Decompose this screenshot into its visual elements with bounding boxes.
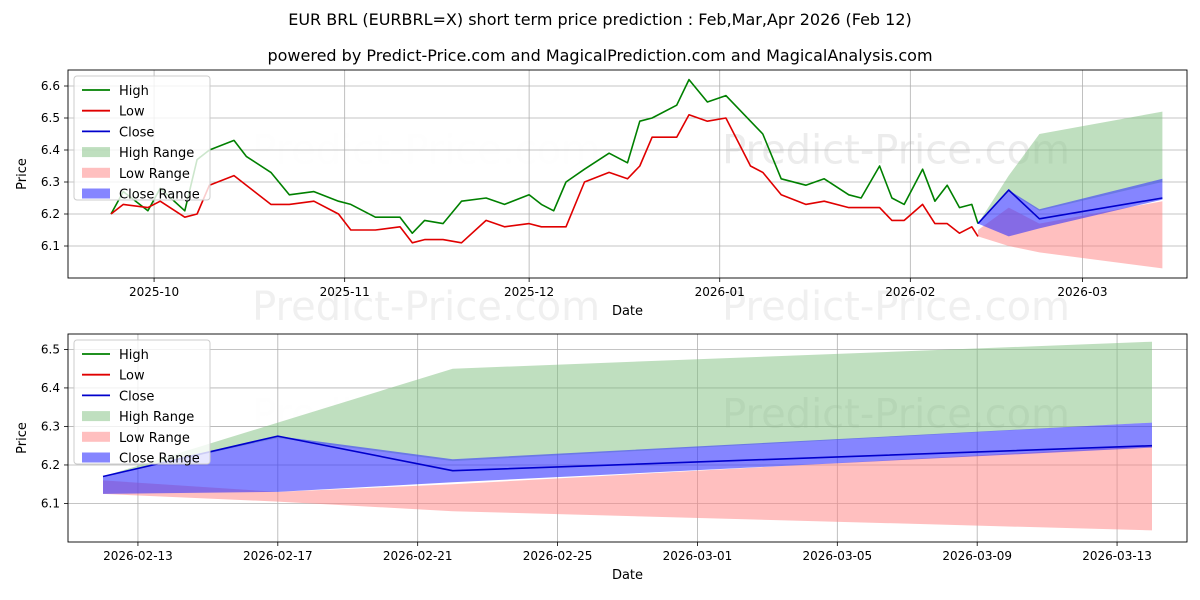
panel1-low-range-area [103, 445, 1152, 531]
panel1-legend-label: Close Range [119, 452, 200, 467]
panel1-y-axis-label: Price [15, 422, 30, 454]
panel1-y-tick-label: 6.4 [41, 381, 60, 395]
chart-subtitle: powered by Predict-Price.com and Magical… [267, 46, 933, 65]
panel0-legend-label: Low Range [119, 167, 190, 182]
panel0-high-range-area [978, 111, 1163, 224]
panel0-x-tick-label: 2026-01 [695, 285, 745, 299]
panel0-plot-frame [67, 69, 1188, 279]
panel0-watermark: Predict-Price.com [722, 128, 1070, 174]
panel1-x-tick-label: 2026-02-17 [243, 549, 313, 563]
panel1-legend-label: High [119, 348, 149, 363]
panel1-legend-label: High Range [119, 410, 194, 425]
panel0-y-axis-label: Price [15, 158, 30, 190]
panel0-y-tick-label: 6.2 [41, 207, 60, 221]
panel0-y-tick-label: 6.6 [41, 79, 60, 93]
panel1-legend-swatch-high-range [82, 411, 110, 422]
panel0-watermark: Predict-Price.com [722, 284, 1070, 330]
panel0-x-tick-label: 2025-11 [320, 285, 370, 299]
panel1-y-tick-label: 6.5 [41, 342, 60, 356]
panel0-x-tick-label: 2026-03 [1057, 285, 1107, 299]
panel1-legend-swatch-low-range [82, 431, 110, 442]
panel0-legend-label: Low [119, 105, 145, 120]
panel1-x-tick-label: 2026-02-13 [103, 549, 173, 563]
panel0-x-tick-label: 2025-10 [129, 285, 179, 299]
panel0-legend-label: High [119, 84, 149, 99]
panel0-legend-swatch-close-range [82, 188, 110, 199]
panel0-legend-label: Close [119, 125, 154, 140]
panel0-y-tick-label: 6.5 [41, 111, 60, 125]
panel1-x-tick-label: 2026-03-09 [942, 549, 1012, 563]
panel0-high-line [110, 78, 979, 234]
panel1-x-tick-label: 2026-03-01 [663, 549, 733, 563]
panel0-x-tick-label: 2026-02 [885, 285, 935, 299]
chart-title: EUR BRL (EURBRL=X) short term price pred… [288, 10, 912, 29]
panel0-y-tick-label: 6.3 [41, 175, 60, 189]
panel1-y-tick-label: 6.3 [41, 419, 60, 433]
panel1-plot-frame [67, 333, 1188, 543]
panel1-legend-label: Low Range [119, 431, 190, 446]
panel0-low-line [110, 114, 979, 244]
panel0-watermark: Predict-Price.com [252, 284, 600, 330]
panel0-legend-label: Close Range [119, 188, 200, 203]
panel1-x-tick-label: 2026-03-05 [802, 549, 872, 563]
panel0-watermark: Predict-Price.com [252, 128, 600, 174]
panel1-y-tick-label: 6.2 [41, 458, 60, 472]
panel0-legend-label: High Range [119, 146, 194, 161]
panel1-legend-label: Low [119, 369, 145, 384]
panel0-legend-swatch-low-range [82, 167, 110, 178]
panel0-x-tick-label: 2025-12 [504, 285, 554, 299]
panel1-y-tick-label: 6.1 [41, 496, 60, 510]
panel1-close-range-area [103, 422, 1152, 494]
panel1-x-tick-label: 2026-02-25 [523, 549, 593, 563]
panel1-high-range-area [103, 341, 1152, 477]
panel0-close-line [977, 189, 1163, 225]
panel0-y-tick-label: 6.1 [41, 239, 60, 253]
panel0-y-tick-label: 6.4 [41, 143, 60, 157]
panel0-close-range-area [978, 178, 1163, 237]
panel1-legend-swatch-close-range [82, 452, 110, 463]
panel1-x-tick-label: 2026-02-21 [383, 549, 453, 563]
panel1-x-tick-label: 2026-03-13 [1082, 549, 1152, 563]
panel1-legend-label: Close [119, 389, 154, 404]
panel0-x-axis-label: Date [612, 304, 643, 319]
panel0-legend-swatch-high-range [82, 147, 110, 158]
panel1-x-axis-label: Date [612, 568, 643, 583]
